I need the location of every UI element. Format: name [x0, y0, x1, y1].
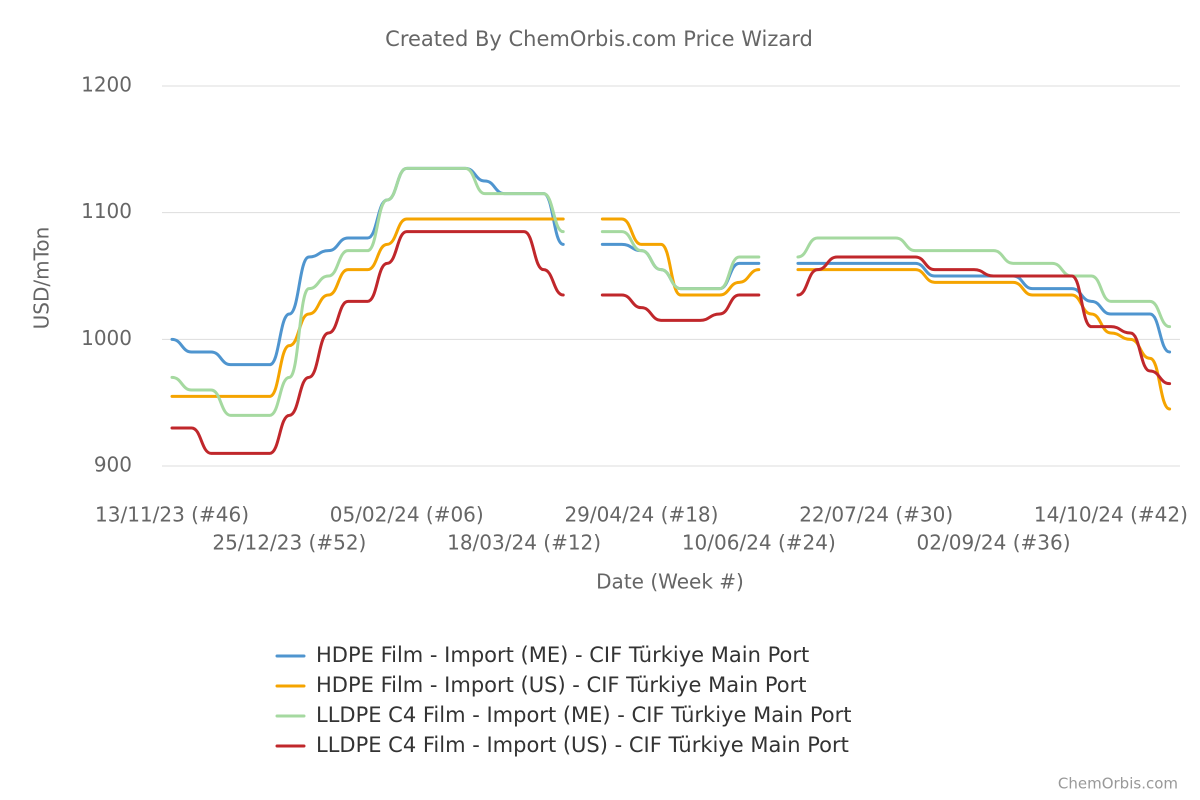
x-tick-label: 10/06/24 (#24) [682, 531, 836, 555]
series-line [170, 217, 1172, 411]
y-tick-label: 900 [94, 453, 132, 477]
x-axis-label: Date (Week #) [596, 570, 744, 594]
y-axis-label: USD/mTon [30, 227, 54, 330]
x-tick-label: 14/10/24 (#42) [1034, 503, 1188, 527]
y-tick-label: 1200 [81, 73, 132, 97]
x-tick-label: 22/07/24 (#30) [799, 503, 953, 527]
x-tick-label: 29/04/24 (#18) [564, 503, 718, 527]
x-tick-label: 13/11/23 (#46) [95, 503, 249, 527]
x-tick-label: 18/03/24 (#12) [447, 531, 601, 555]
legend-label: LLDPE C4 Film - Import (US) - CIF Türkiy… [316, 733, 849, 757]
series-line [170, 230, 1172, 455]
chart-title: Created By ChemOrbis.com Price Wizard [385, 27, 813, 51]
series-line [170, 166, 1172, 417]
y-tick-label: 1100 [81, 199, 132, 223]
credits: ChemOrbis.com [1058, 775, 1178, 793]
legend-label: HDPE Film - Import (ME) - CIF Türkiye Ma… [316, 643, 809, 667]
legend-label: HDPE Film - Import (US) - CIF Türkiye Ma… [316, 673, 807, 697]
legend-label: LLDPE C4 Film - Import (ME) - CIF Türkiy… [316, 703, 852, 727]
x-tick-label: 05/02/24 (#06) [330, 503, 484, 527]
x-tick-label: 02/09/24 (#36) [917, 531, 1071, 555]
y-tick-label: 1000 [81, 326, 132, 350]
x-tick-label: 25/12/23 (#52) [212, 531, 366, 555]
